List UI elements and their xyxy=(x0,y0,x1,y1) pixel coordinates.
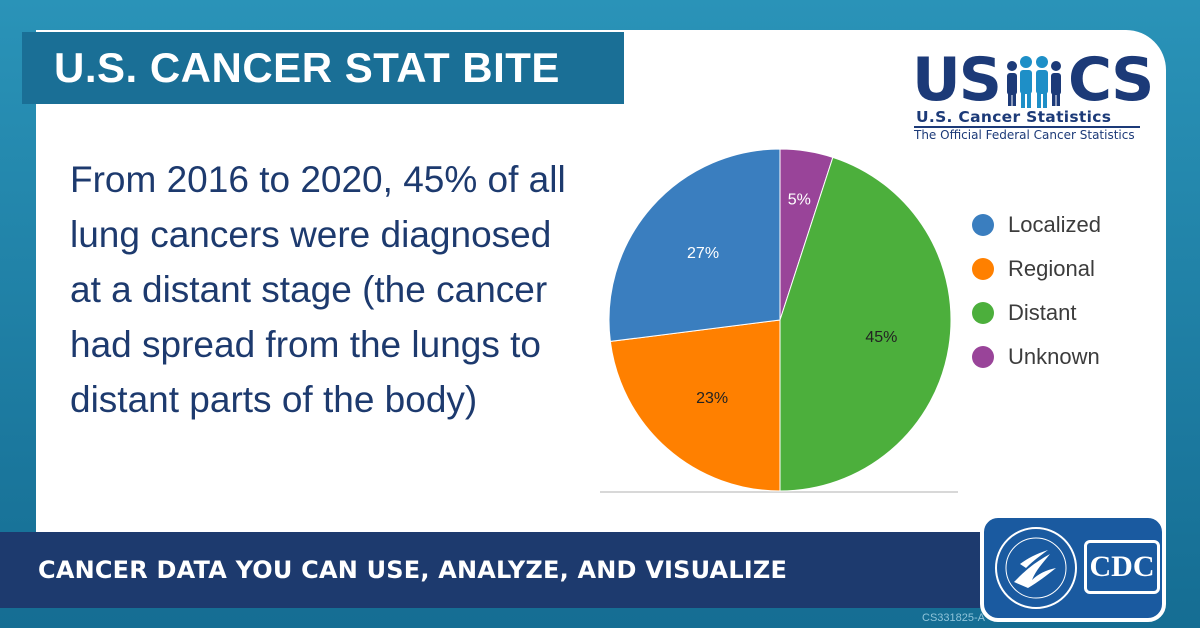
family-icon xyxy=(1006,56,1061,108)
logo-subtitle: U.S. Cancer Statistics xyxy=(916,108,1112,126)
legend-swatch xyxy=(972,258,994,280)
logo-cs: CS xyxy=(1067,45,1154,115)
legend-item-distant: Distant xyxy=(972,300,1162,325)
pie-label-unknown: 5% xyxy=(788,191,811,208)
pie-slices xyxy=(608,148,952,492)
cdc-badge: CDC xyxy=(980,514,1166,622)
hhs-seal-icon xyxy=(995,527,1077,609)
footer-tagline: CANCER DATA YOU CAN USE, ANALYZE, AND VI… xyxy=(38,556,788,584)
pie-slice-regional xyxy=(609,319,781,492)
legend-label: Unknown xyxy=(1008,344,1100,369)
pie-slice-distant xyxy=(779,156,952,492)
footer-bar: CANCER DATA YOU CAN USE, ANALYZE, AND VI… xyxy=(0,532,1000,608)
legend-label: Regional xyxy=(1008,256,1095,281)
legend-label: Distant xyxy=(1008,300,1077,325)
logo-tagline: The Official Federal Cancer Statistics xyxy=(914,126,1140,142)
legend-item-regional: Regional xyxy=(972,256,1162,281)
pie-labels: 5% 45% 23% 27% xyxy=(687,191,897,407)
pie-label-distant: 45% xyxy=(865,329,897,346)
legend-swatch xyxy=(972,214,994,236)
pie-label-localized: 27% xyxy=(687,245,719,262)
legend-label: Localized xyxy=(1008,212,1101,237)
logo-wordmark: US CS xyxy=(912,45,1154,115)
stat-statement: From 2016 to 2020, 45% of all lung cance… xyxy=(70,159,566,420)
chart-legend: Localized Regional Distant Unknown xyxy=(972,212,1162,390)
logo-us: US xyxy=(912,45,1002,115)
pie-slice-localized xyxy=(608,148,781,342)
uscs-logo: US CS U.S. Cancer Statistics The Officia… xyxy=(910,50,1154,142)
content-card xyxy=(36,30,1166,550)
title-banner: U.S. CANCER STAT BITE xyxy=(22,32,624,104)
legend-swatch xyxy=(972,302,994,324)
banner-title: U.S. CANCER STAT BITE xyxy=(54,44,560,91)
pie-chart: 5% 45% 23% 27% xyxy=(600,148,958,493)
document-id: CS331825-A xyxy=(922,612,985,624)
legend-swatch xyxy=(972,346,994,368)
cdc-logo: CDC xyxy=(1084,540,1160,594)
legend-item-unknown: Unknown xyxy=(972,344,1162,369)
legend-item-localized: Localized xyxy=(972,212,1162,237)
pie-label-regional: 23% xyxy=(696,390,728,407)
